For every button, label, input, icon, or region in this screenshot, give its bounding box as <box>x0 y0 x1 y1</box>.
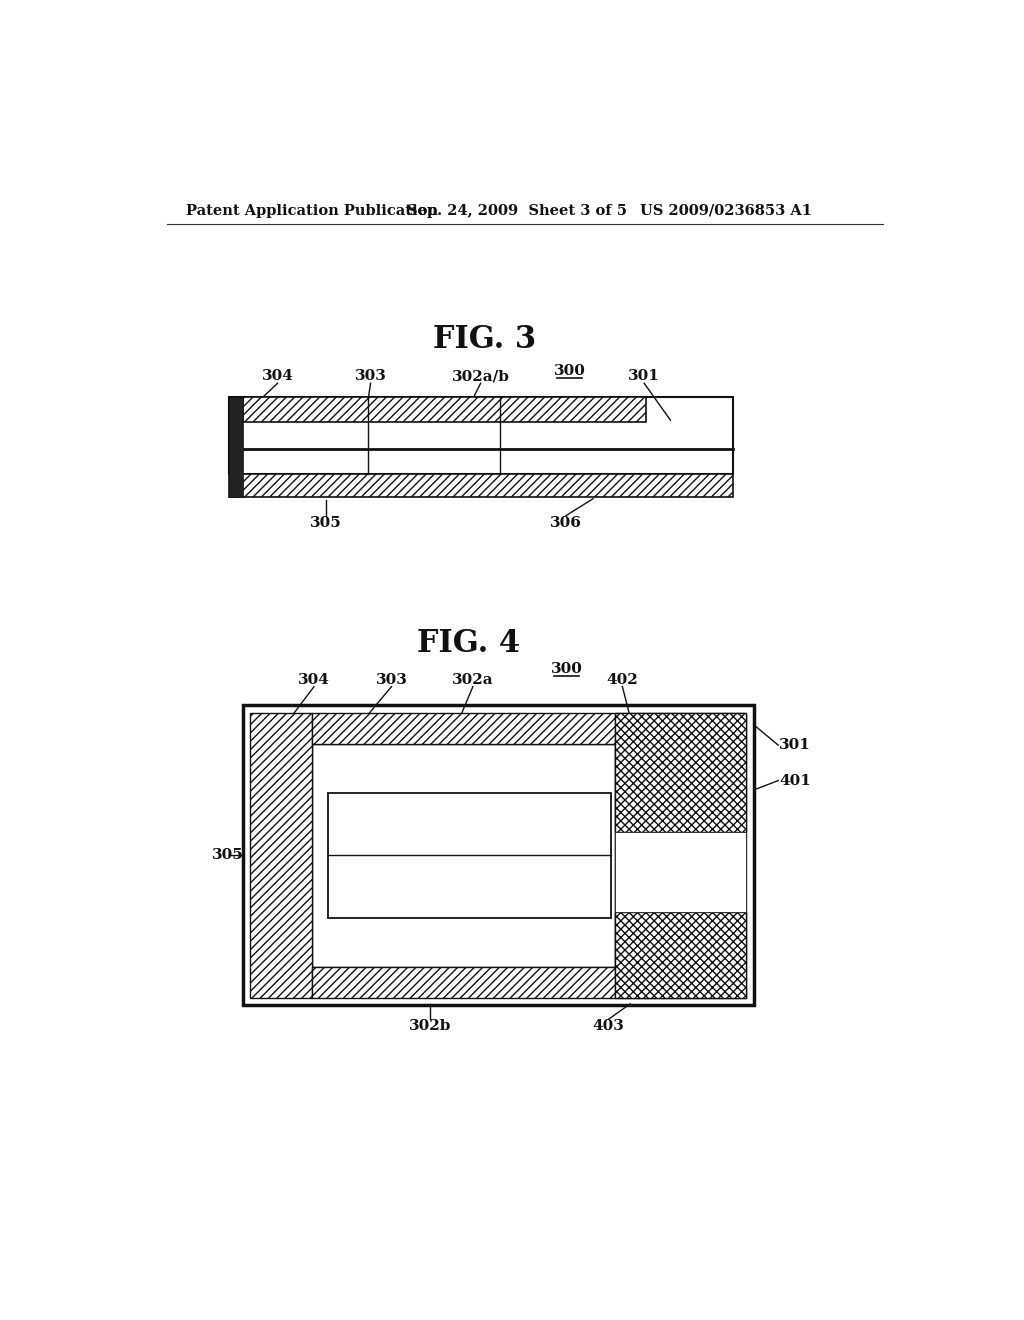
Bar <box>328 793 611 917</box>
Bar <box>228 474 732 498</box>
Bar <box>614 833 746 912</box>
Text: US 2009/0236853 A1: US 2009/0236853 A1 <box>640 203 811 218</box>
Bar <box>312 713 614 743</box>
Bar <box>614 713 746 998</box>
Text: 302b: 302b <box>409 1019 452 1034</box>
Text: FIG. 3: FIG. 3 <box>433 323 537 355</box>
Text: FIG. 4: FIG. 4 <box>418 628 520 659</box>
Text: 401: 401 <box>779 774 811 788</box>
Text: 303: 303 <box>354 370 386 383</box>
Text: 402: 402 <box>606 673 638 686</box>
Text: 304: 304 <box>298 673 330 686</box>
Text: 304: 304 <box>262 370 294 383</box>
Text: 302a: 302a <box>452 673 494 686</box>
Text: 302a/b: 302a/b <box>452 370 510 383</box>
Bar <box>228 397 243 498</box>
Bar <box>614 713 746 833</box>
Bar <box>312 966 614 998</box>
Text: 301: 301 <box>779 738 811 752</box>
Text: 305: 305 <box>309 516 341 529</box>
Bar <box>312 743 614 966</box>
Text: Sep. 24, 2009  Sheet 3 of 5: Sep. 24, 2009 Sheet 3 of 5 <box>407 203 627 218</box>
Text: Patent Application Publication: Patent Application Publication <box>186 203 438 218</box>
Text: 300: 300 <box>554 364 586 378</box>
Text: 403: 403 <box>593 1019 625 1034</box>
Bar <box>243 397 646 422</box>
Text: 300: 300 <box>551 661 583 676</box>
Bar <box>243 705 755 1006</box>
Text: 301: 301 <box>628 370 660 383</box>
Text: 306: 306 <box>550 516 582 529</box>
Bar <box>228 397 732 474</box>
Bar <box>251 713 312 998</box>
Bar <box>614 912 746 998</box>
Text: 305: 305 <box>212 849 244 862</box>
Text: 306: 306 <box>431 824 463 837</box>
Text: 303: 303 <box>376 673 408 686</box>
